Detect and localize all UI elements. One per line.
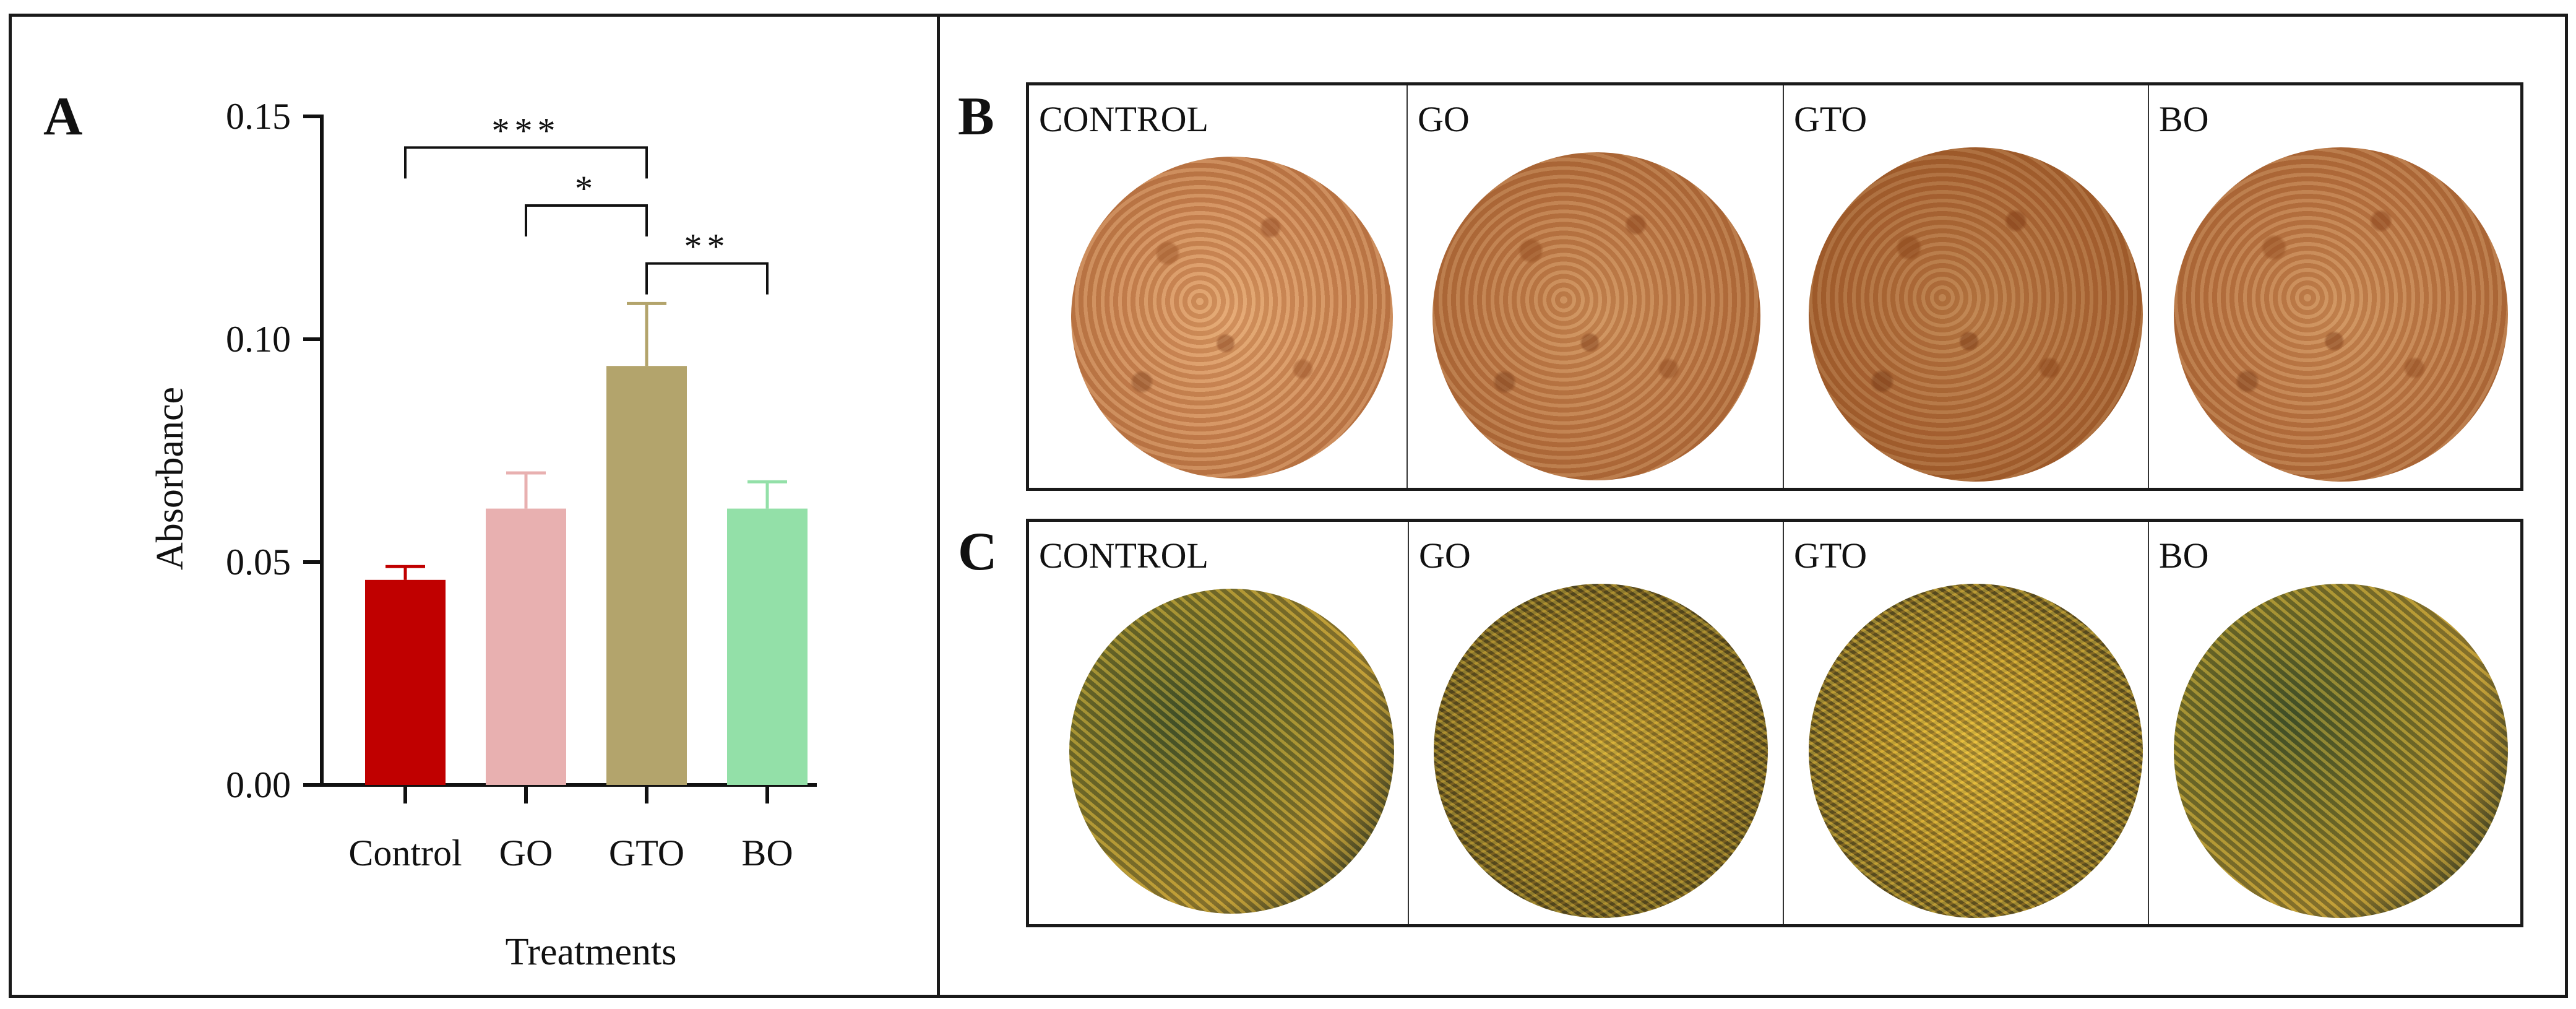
panel-c-label-gto: GTO [1794,535,1867,576]
cell-separator [1406,85,1408,488]
panel-c-label-go: GO [1419,535,1471,576]
panel-divider [937,14,940,998]
panel-b-label-gto: GTO [1794,99,1867,139]
y-tick-label: 0.05 [226,542,291,582]
bar-control [365,579,446,785]
panel-b-cell-go: GO [1408,85,1783,488]
significance-brackets: ****** [404,110,769,295]
x-tick-label-go: GO [499,833,553,873]
panel-c-cell-bo: BO [2149,522,2520,924]
significance-label: *** [492,110,561,150]
significance-label: ** [684,227,730,267]
bar-bo [727,508,808,785]
significance-bracket [404,146,648,179]
panel-letter-b: B [958,87,994,147]
panel-letter-a: A [43,87,83,147]
panel-c-label-control: CONTROL [1039,535,1208,576]
cell-separator [2148,522,2149,924]
cell-separator [1783,85,1784,488]
x-axis-label: Treatments [506,931,677,973]
panel-b-cell-gto: GTO [1784,85,2148,488]
x-tick-label-gto: GTO [609,833,684,873]
panel-b-cell-control: CONTROL [1029,85,1406,488]
panel-c-dish-go [1434,584,1768,918]
x-tick-label-control: Control [348,833,462,873]
significance-label: * [575,168,598,209]
panel-b-image-strip: CONTROL GO GTO BO [1026,82,2523,491]
panel-c-dish-control [1069,589,1394,914]
panel-b-label-go: GO [1418,99,1470,139]
chart-bars [365,301,808,785]
y-tick-label: 0.10 [226,319,291,360]
y-tick-label: 0.00 [226,764,291,805]
panel-b-dish-control [1071,157,1393,479]
panel-c-dish-gto [1809,584,2143,918]
panel-b-dish-bo [2174,147,2508,482]
cell-separator [1783,522,1784,924]
significance-bracket [645,262,769,295]
cell-separator [1408,522,1409,924]
y-axis-label: Absorbance [149,387,191,570]
y-tick-label: 0.15 [226,96,291,137]
panel-b-cell-bo: BO [2149,85,2520,488]
panel-letter-c: C [958,522,997,582]
cell-separator [2148,85,2149,488]
panel-c-dish-bo [2174,584,2508,918]
significance-bracket [525,204,648,236]
chart-axes: 0.00 0.05 0.10 0.15 Control GO GTO BO [226,96,817,873]
panel-b-label-control: CONTROL [1039,99,1208,139]
panel-c-cell-gto: GTO [1784,522,2148,924]
panel-b-dish-go [1432,152,1760,480]
panel-c-cell-go: GO [1409,522,1783,924]
x-tick-label-bo: BO [741,833,793,873]
panel-b-dish-gto [1809,147,2143,482]
panel-c-image-strip: CONTROL GO GTO BO [1026,519,2523,927]
panel-b-label-bo: BO [2159,99,2209,139]
bar-go [486,508,566,785]
panel-c-cell-control: CONTROL [1029,522,1408,924]
panel-c-label-bo: BO [2159,535,2209,576]
bar-gto [606,366,687,785]
